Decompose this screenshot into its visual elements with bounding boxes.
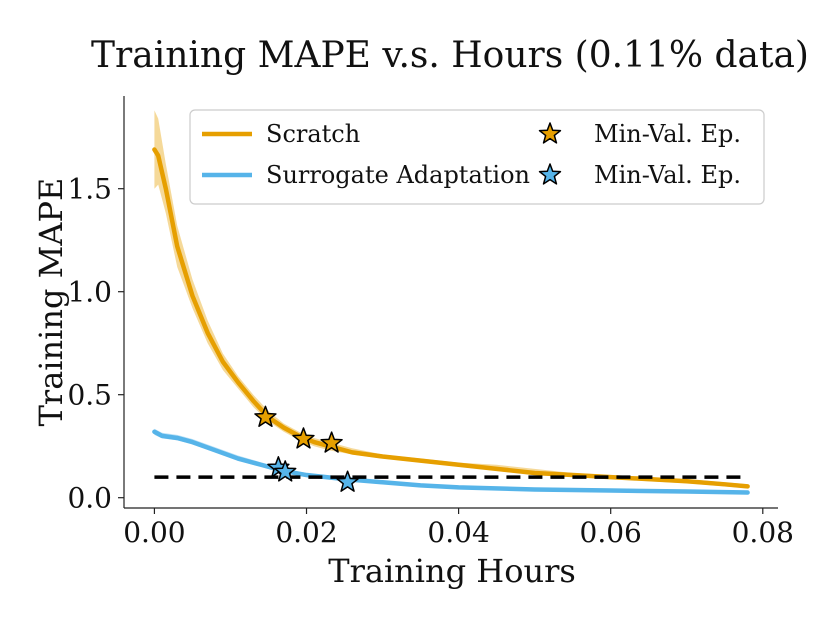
x-tick-label: 0.08 (732, 516, 794, 549)
legend-box (189, 109, 765, 205)
legend-label: Min-Val. Ep. (594, 120, 741, 148)
min-val-marker-scratch-1 (254, 405, 277, 428)
x-tick-label: 0.02 (275, 516, 337, 549)
min-val-marker-surrogate-3 (336, 470, 359, 492)
min-val-marker-scratch-2 (292, 427, 315, 449)
y-tick-label: 1.5 (67, 173, 112, 206)
min-val-marker-scratch-3 (320, 431, 343, 453)
chart-title: Training MAPE v.s. Hours (0.11% data) (91, 35, 809, 76)
legend-star-icon (538, 122, 562, 144)
y-tick-label: 1.0 (67, 276, 112, 309)
axes: 0.00 0.02 0.04 0.06 0.08 0.0 0.5 1.0 1.5 (67, 96, 794, 549)
legend-label: Min-Val. Ep. (594, 161, 741, 189)
legend-label: Surrogate Adaptation (266, 161, 530, 189)
legend: Scratch Min-Val. Ep. Surrogate Adaptation M… (189, 109, 765, 205)
y-tick-label: 0.0 (67, 482, 112, 515)
plot-area (152, 110, 750, 495)
x-tick-label: 0.00 (123, 516, 185, 549)
legend-star-icon (538, 163, 562, 185)
min-val-marker-surrogate-2 (274, 460, 297, 482)
series-line-surrogate (152, 429, 750, 495)
x-tick-label: 0.04 (427, 516, 489, 549)
x-axis-label: Training Hours (328, 552, 576, 590)
y-tick-label: 0.5 (67, 379, 112, 412)
x-tick-label: 0.06 (580, 516, 642, 549)
legend-label: Scratch (266, 120, 360, 148)
y-axis-label: Training MAPE (32, 178, 70, 427)
